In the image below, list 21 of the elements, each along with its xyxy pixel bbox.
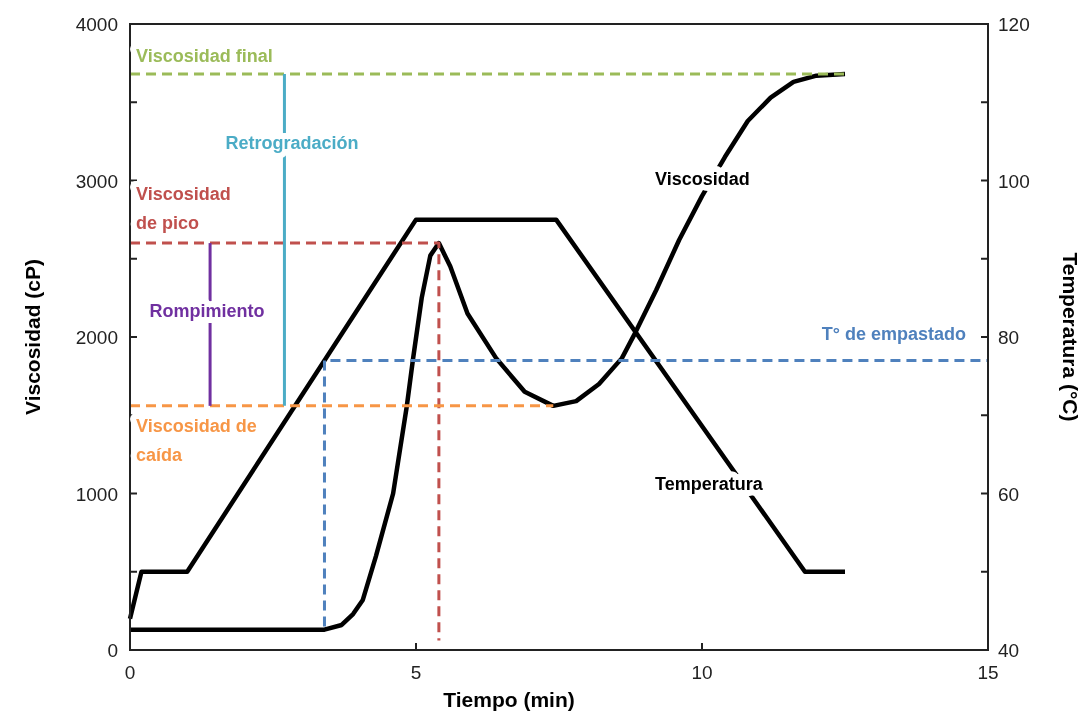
x-tick-label: 0	[124, 662, 136, 683]
y2-tick-label: 100	[998, 170, 1030, 192]
x-tick-label: 10	[691, 662, 713, 683]
y-axis-title: Viscosidad (cP)	[21, 258, 44, 416]
series-label: T° de empastado	[821, 324, 966, 344]
series-label: Viscosidad de pico	[136, 184, 231, 233]
x-tick-label: 5	[410, 662, 422, 683]
y2-axis-title: Temperatura (°C)	[1059, 252, 1082, 422]
series-label: Viscosidad final	[136, 46, 273, 66]
x-axis-title: Tiempo (min)	[443, 688, 575, 711]
y-tick-label: 1000	[75, 483, 118, 505]
y2-tick-label: 40	[998, 640, 1020, 661]
series-label: Viscosidad de caída	[136, 416, 257, 465]
y2-tick-label: 120	[998, 14, 1030, 35]
y2-tick-label: 60	[998, 483, 1020, 505]
y-tick-label: 2000	[75, 327, 118, 348]
x-tick-label: 15	[977, 662, 999, 683]
y-tick-label: 3000	[75, 170, 118, 192]
y-tick-label: 0	[107, 640, 118, 661]
y2-tick-label: 80	[998, 327, 1020, 348]
y-tick-label: 4000	[75, 14, 118, 35]
